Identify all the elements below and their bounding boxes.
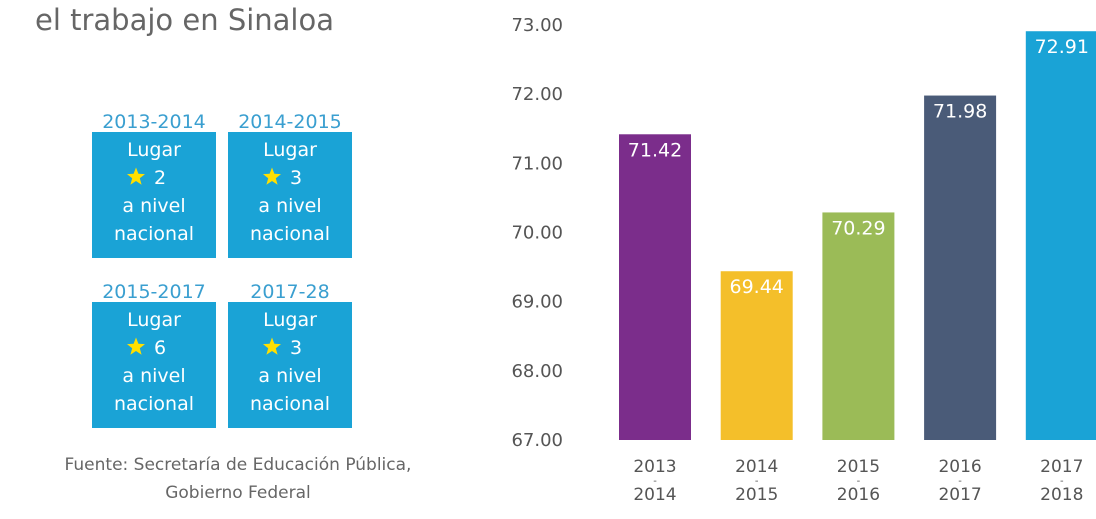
card-text: Lugar bbox=[263, 139, 317, 161]
star-icon bbox=[127, 167, 145, 185]
card-text: nacional bbox=[114, 393, 194, 415]
x-tick-label: 2017 -2018 bbox=[1040, 457, 1083, 505]
x-tick-label: 2014 -2015 bbox=[735, 457, 778, 505]
card-text: nacional bbox=[250, 223, 330, 245]
card bbox=[228, 302, 352, 428]
value-label: 72.91 bbox=[1035, 36, 1089, 58]
star-icon bbox=[263, 167, 281, 185]
card-text: nacional bbox=[114, 223, 194, 245]
card-text: Lugar bbox=[127, 139, 181, 161]
y-tick-label: 71.00 bbox=[511, 153, 563, 174]
source: Fuente: Secretaría de Educación Pública, bbox=[65, 455, 412, 475]
y-tick-label: 70.00 bbox=[511, 223, 563, 244]
source: Gobierno Federal bbox=[165, 483, 311, 503]
bar bbox=[619, 134, 691, 441]
card-text: nacional bbox=[250, 393, 330, 415]
bar bbox=[720, 271, 793, 440]
card-text: a nivel bbox=[122, 365, 185, 387]
y-tick-label: 73.00 bbox=[511, 15, 563, 36]
card-period: 2017-28 bbox=[250, 281, 329, 303]
bar bbox=[924, 95, 997, 441]
y-tick-label: 69.00 bbox=[511, 292, 563, 313]
card-text: a nivel bbox=[258, 365, 321, 387]
star-icon bbox=[127, 337, 145, 355]
y-tick-label: 68.00 bbox=[511, 361, 563, 382]
card-period: 2014-2015 bbox=[238, 111, 342, 133]
bar bbox=[1025, 31, 1096, 440]
card-text: 6 bbox=[154, 337, 166, 359]
x-tick-label: 2016 -2017 bbox=[938, 457, 981, 505]
card bbox=[228, 132, 352, 258]
heading: el trabajo en Sinaloa bbox=[35, 3, 334, 37]
bar bbox=[822, 212, 895, 440]
card-text: a nivel bbox=[258, 195, 321, 217]
y-tick-label: 72.00 bbox=[511, 84, 563, 105]
card-period: 2013-2014 bbox=[102, 111, 206, 133]
y-tick-label: 67.00 bbox=[511, 430, 563, 451]
card bbox=[92, 132, 216, 258]
card-text: Lugar bbox=[127, 309, 181, 331]
x-tick-label: 2013 -2014 bbox=[633, 457, 676, 505]
card-text: a nivel bbox=[122, 195, 185, 217]
card-text: 2 bbox=[154, 167, 166, 189]
card-text: 3 bbox=[290, 167, 302, 189]
star-icon bbox=[263, 337, 281, 355]
value-label: 71.42 bbox=[628, 139, 682, 161]
x-tick-label: 2015 -2016 bbox=[837, 457, 880, 505]
card bbox=[92, 302, 216, 428]
value-label: 71.98 bbox=[933, 101, 987, 123]
value-label: 69.44 bbox=[729, 276, 783, 298]
card-text: Lugar bbox=[263, 309, 317, 331]
card-period: 2015-2017 bbox=[102, 281, 206, 303]
value-label: 70.29 bbox=[831, 217, 885, 239]
card-text: 3 bbox=[290, 337, 302, 359]
